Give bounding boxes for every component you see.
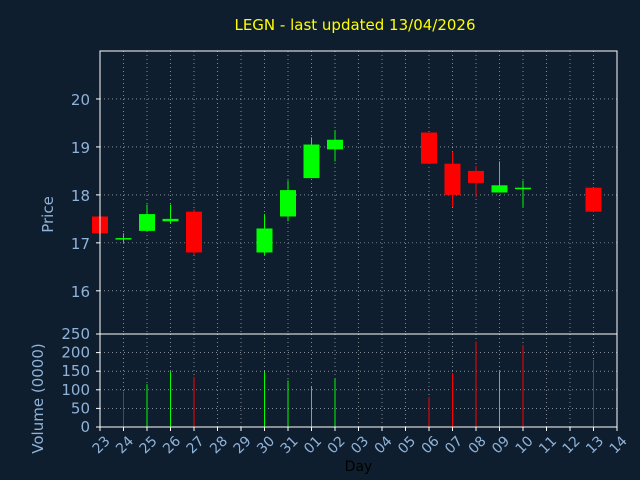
candle-body [303,144,320,179]
candle-body [256,228,273,253]
volume-tick-label: 100 [61,381,90,399]
volume-axis-label: Volume (0000) [29,343,47,453]
chart-title: LEGN - last updated 13/04/2026 [234,16,475,34]
price-tick-label: 19 [71,139,90,157]
x-axis: 23 24 25 26 27 28 29 30 31 01 02 03 04 05 06 07 08 09 10 11… [90,427,631,475]
candle-body [115,238,132,240]
candle-body [468,170,484,183]
candle-body [515,187,531,190]
candle-body [280,190,296,217]
candle-body [139,214,155,231]
price-tick-label: 18 [71,187,90,205]
x-axis-label: Day [345,459,373,475]
candle-body [585,187,602,212]
candle-body [491,185,508,193]
volume-tick-label: 200 [61,344,90,362]
volume-tick-label: 50 [71,399,90,417]
candle-body [162,218,179,222]
price-tick-label: 20 [71,91,90,109]
candle-body [186,211,202,253]
candle-body [421,132,437,164]
price-axis-label: Price [39,196,57,233]
volume-tick-label: 250 [61,325,90,343]
candle-body [327,139,343,150]
price-tick-label: 17 [71,235,90,253]
volume-tick-label: 0 [80,418,90,436]
price-tick-label: 16 [71,283,90,301]
candle-body [444,163,461,195]
volume-tick-label: 150 [61,362,90,380]
price-panel: 16 17 18 19 20 Price [39,50,618,335]
